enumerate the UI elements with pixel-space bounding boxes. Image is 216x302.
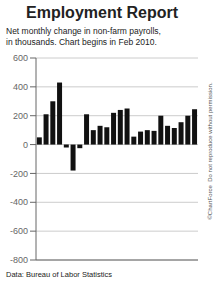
html-text:©ChartForce Do not reproduce w: ©ChartForce Do not reproduce without per…: [207, 82, 213, 220]
svg-text:-200: -200: [10, 169, 28, 179]
svg-text:-600: -600: [10, 226, 28, 236]
html-text:Employment Report: Employment Report: [26, 4, 178, 21]
html-text:Data: Bureau of Labor Statisti: Data: Bureau of Labor Statistics: [6, 270, 112, 279]
svg-text:-400: -400: [10, 197, 28, 207]
svg-text:0: 0: [23, 140, 28, 150]
html-text:in thousands. Chart begins in: in thousands. Chart begins in Feb 2010.: [6, 37, 157, 47]
svg-text:200: 200: [13, 111, 28, 121]
html-text:Net monthly change in non-farm: Net monthly change in non-farm payrolls,: [6, 26, 161, 36]
svg-text:-800: -800: [10, 255, 28, 265]
svg-text:600: 600: [13, 53, 28, 63]
svg-text:400: 400: [13, 82, 28, 92]
